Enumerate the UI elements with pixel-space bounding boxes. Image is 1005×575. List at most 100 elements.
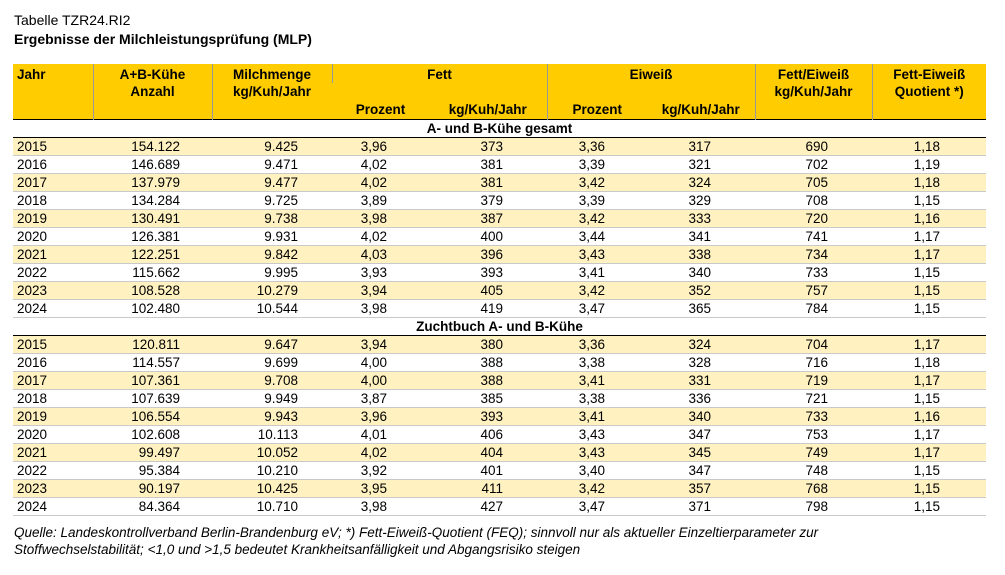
cell-fett-prozent: 3,98 xyxy=(332,209,429,228)
col-header-fett-eiweiss-line1: Fett/Eiweiß xyxy=(777,67,850,82)
col-header-milchmenge-line2: kg/Kuh/Jahr xyxy=(232,84,311,99)
cell-anzahl: 146.689 xyxy=(93,155,212,174)
cell-jahr: 2020 xyxy=(13,425,93,444)
cell-jahr: 2022 xyxy=(13,461,93,480)
table-header: Jahr A+B-Kühe Anzahl Milchmenge kg/Kuh/J… xyxy=(13,64,987,119)
cell-fett-eiweiss-kg: 704 xyxy=(755,335,873,354)
cell-fett-kg: 406 xyxy=(429,425,547,444)
cell-fett-kg: 379 xyxy=(429,191,547,210)
cell-eiweiss-prozent: 3,47 xyxy=(547,497,647,516)
cell-eiweiss-prozent: 3,38 xyxy=(547,389,647,408)
cell-anzahl: 108.528 xyxy=(93,281,212,300)
cell-anzahl: 115.662 xyxy=(93,263,212,282)
cell-anzahl: 107.639 xyxy=(93,389,212,408)
cell-eiweiss-kg: 328 xyxy=(647,353,756,372)
cell-milchmenge: 9.949 xyxy=(212,389,332,408)
cell-fett-prozent: 4,00 xyxy=(332,353,429,372)
cell-quotient: 1,16 xyxy=(872,407,987,426)
cell-jahr: 2024 xyxy=(13,497,93,516)
cell-eiweiss-kg: 333 xyxy=(647,209,756,228)
cell-quotient: 1,17 xyxy=(872,245,987,264)
section-row: Zuchtbuch A- und B-Kühe xyxy=(13,316,987,336)
cell-quotient: 1,15 xyxy=(872,497,987,516)
section-title: A- und B-Kühe gesamt xyxy=(13,118,987,138)
cell-milchmenge: 9.995 xyxy=(212,263,332,282)
cell-jahr: 2016 xyxy=(13,353,93,372)
cell-quotient: 1,17 xyxy=(872,227,987,246)
cell-fett-kg: 396 xyxy=(429,245,547,264)
cell-fett-eiweiss-kg: 741 xyxy=(755,227,873,246)
cell-jahr: 2015 xyxy=(13,137,93,156)
cell-milchmenge: 9.477 xyxy=(212,173,332,192)
cell-fett-kg: 381 xyxy=(429,173,547,192)
table-row: 2022 95.384 10.210 3,92 401 3,40 347 748 1,15 xyxy=(13,461,987,480)
cell-fett-eiweiss-kg: 716 xyxy=(755,353,873,372)
cell-anzahl: 130.491 xyxy=(93,209,212,228)
results-table: Jahr A+B-Kühe Anzahl Milchmenge kg/Kuh/J… xyxy=(13,64,987,516)
cell-jahr: 2024 xyxy=(13,299,93,318)
cell-quotient: 1,18 xyxy=(872,353,987,372)
table-row: 2023 108.528 10.279 3,94 405 3,42 352 757 1,15 xyxy=(13,281,987,300)
table-row: 2019 130.491 9.738 3,98 387 3,42 333 720 1,16 xyxy=(13,209,987,228)
cell-fett-prozent: 3,94 xyxy=(332,335,429,354)
cell-fett-kg: 411 xyxy=(429,479,547,498)
cell-anzahl: 102.480 xyxy=(93,299,212,318)
cell-eiweiss-kg: 340 xyxy=(647,263,756,282)
col-header-kuehe-line1: A+B-Kühe xyxy=(119,67,186,82)
cell-anzahl: 90.197 xyxy=(93,479,212,498)
cell-milchmenge: 9.647 xyxy=(212,335,332,354)
cell-anzahl: 134.284 xyxy=(93,191,212,210)
cell-jahr: 2023 xyxy=(13,281,93,300)
cell-fett-kg: 381 xyxy=(429,155,547,174)
cell-milchmenge: 10.052 xyxy=(212,443,332,462)
cell-fett-eiweiss-kg: 733 xyxy=(755,407,873,426)
cell-jahr: 2019 xyxy=(13,209,93,228)
cell-fett-kg: 385 xyxy=(429,389,547,408)
cell-fett-prozent: 3,96 xyxy=(332,137,429,156)
cell-eiweiss-prozent: 3,47 xyxy=(547,299,647,318)
cell-fett-kg: 419 xyxy=(429,299,547,318)
table-row: 2015 154.122 9.425 3,96 373 3,36 317 690 1,18 xyxy=(13,137,987,156)
cell-anzahl: 102.608 xyxy=(93,425,212,444)
cell-fett-eiweiss-kg: 749 xyxy=(755,443,873,462)
cell-quotient: 1,15 xyxy=(872,461,987,480)
table-row: 2022 115.662 9.995 3,93 393 3,41 340 733 1,15 xyxy=(13,263,987,282)
cell-fett-eiweiss-kg: 784 xyxy=(755,299,873,318)
cell-anzahl: 84.364 xyxy=(93,497,212,516)
cell-anzahl: 126.381 xyxy=(93,227,212,246)
cell-fett-eiweiss-kg: 798 xyxy=(755,497,873,516)
section-row: A- und B-Kühe gesamt xyxy=(13,118,987,138)
cell-eiweiss-prozent: 3,44 xyxy=(547,227,647,246)
cell-milchmenge: 10.425 xyxy=(212,479,332,498)
col-header-fett-kg: kg/Kuh/Jahr xyxy=(429,83,547,119)
cell-eiweiss-prozent: 3,41 xyxy=(547,263,647,282)
table-row: 2020 126.381 9.931 4,02 400 3,44 341 741 1,17 xyxy=(13,227,987,246)
col-header-milchmenge-line1: Milchmenge xyxy=(232,67,311,82)
cell-fett-prozent: 4,02 xyxy=(332,155,429,174)
cell-anzahl: 114.557 xyxy=(93,353,212,372)
cell-quotient: 1,15 xyxy=(872,281,987,300)
footnote-line2: Stoffwechselstabilität; <1,0 und >1,5 be… xyxy=(14,542,581,557)
cell-fett-kg: 404 xyxy=(429,443,547,462)
cell-eiweiss-kg: 329 xyxy=(647,191,756,210)
cell-quotient: 1,15 xyxy=(872,263,987,282)
cell-anzahl: 95.384 xyxy=(93,461,212,480)
cell-eiweiss-kg: 341 xyxy=(647,227,756,246)
cell-eiweiss-kg: 345 xyxy=(647,443,756,462)
cell-fett-prozent: 4,02 xyxy=(332,173,429,192)
col-header-kuehe-line2: Anzahl xyxy=(130,84,175,99)
cell-jahr: 2017 xyxy=(13,173,93,192)
cell-milchmenge: 9.725 xyxy=(212,191,332,210)
cell-eiweiss-kg: 317 xyxy=(647,137,756,156)
cell-jahr: 2023 xyxy=(13,479,93,498)
cell-quotient: 1,15 xyxy=(872,191,987,210)
cell-fett-prozent: 4,02 xyxy=(332,227,429,246)
cell-quotient: 1,16 xyxy=(872,209,987,228)
cell-milchmenge: 9.708 xyxy=(212,371,332,390)
cell-quotient: 1,17 xyxy=(872,335,987,354)
col-header-eiweiss-kg: kg/Kuh/Jahr xyxy=(647,83,756,119)
cell-quotient: 1,18 xyxy=(872,137,987,156)
cell-quotient: 1,18 xyxy=(872,173,987,192)
table-row: 2021 99.497 10.052 4,02 404 3,43 345 749 1,17 xyxy=(13,443,987,462)
cell-eiweiss-prozent: 3,42 xyxy=(547,281,647,300)
